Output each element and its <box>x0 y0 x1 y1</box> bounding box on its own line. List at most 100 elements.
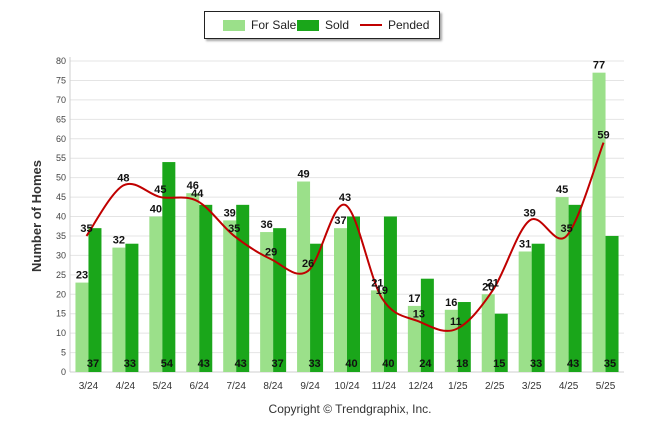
bar-sold <box>125 243 139 372</box>
label-sold: 24 <box>419 358 432 370</box>
bar-for-sale <box>592 72 606 372</box>
label-for-sale: 77 <box>593 60 605 72</box>
x-tick-label: 3/25 <box>522 381 542 392</box>
label-sold: 43 <box>567 358 579 370</box>
bar-sold <box>457 302 471 372</box>
label-sold: 33 <box>124 358 136 370</box>
y-tick-label: 20 <box>56 289 66 299</box>
label-for-sale: 37 <box>334 215 346 227</box>
bar-for-sale <box>407 305 421 372</box>
label-for-sale: 36 <box>261 219 273 231</box>
y-tick-label: 0 <box>61 367 66 377</box>
bar-sold <box>199 204 213 372</box>
line-layer <box>85 142 605 332</box>
y-tick-label: 40 <box>56 212 66 222</box>
y-tick-label: 25 <box>56 270 66 280</box>
bar-for-sale <box>112 247 126 372</box>
y-tick-label: 80 <box>56 56 66 66</box>
bar-for-sale <box>186 193 200 372</box>
label-sold: 33 <box>308 358 320 370</box>
label-sold: 37 <box>272 358 284 370</box>
bar-sold <box>310 243 324 372</box>
label-pended: 35 <box>80 223 92 235</box>
y-tick-label: 30 <box>56 250 66 260</box>
label-pended: 26 <box>302 258 314 270</box>
bar-for-sale <box>223 220 237 372</box>
y-tick-label: 55 <box>56 153 66 163</box>
x-tick-label: 10/24 <box>334 381 359 392</box>
label-sold: 33 <box>530 358 542 370</box>
x-tick-label: 5/24 <box>153 381 173 392</box>
label-pended: 44 <box>191 188 204 200</box>
bar-for-sale <box>444 309 458 372</box>
label-for-sale: 21 <box>371 277 383 289</box>
label-sold: 43 <box>235 358 247 370</box>
legend-item-for-sale: For Sale <box>223 12 296 38</box>
x-tick-label: 2/25 <box>485 381 505 392</box>
bar-for-sale <box>334 228 347 372</box>
label-for-sale: 17 <box>408 293 420 305</box>
label-sold: 40 <box>382 358 394 370</box>
label-pended: 48 <box>117 172 129 184</box>
x-tick-label: 4/25 <box>559 381 579 392</box>
y-tick-label: 75 <box>56 75 66 85</box>
label-for-sale: 45 <box>556 184 568 196</box>
bar-sold <box>568 204 582 372</box>
pended-line <box>85 142 605 332</box>
label-pended: 35 <box>560 223 572 235</box>
x-tick-label: 6/24 <box>190 381 210 392</box>
bar-for-sale <box>518 251 532 372</box>
label-for-sale: 40 <box>150 204 162 216</box>
label-pended: 39 <box>524 207 536 219</box>
x-tick-label: 1/25 <box>448 381 468 392</box>
label-pended: 21 <box>487 277 499 289</box>
y-tick-label: 10 <box>56 328 66 338</box>
label-for-sale: 49 <box>297 169 309 181</box>
legend: For Sale Sold Pended <box>204 11 440 39</box>
legend-item-pended: Pended <box>360 12 429 38</box>
label-sold: 18 <box>456 358 468 370</box>
label-pended: 35 <box>228 223 240 235</box>
y-tick-label: 35 <box>56 231 66 241</box>
label-for-sale: 39 <box>224 207 236 219</box>
label-for-sale: 23 <box>76 270 88 282</box>
label-for-sale: 32 <box>113 235 125 247</box>
label-sold: 40 <box>345 358 357 370</box>
x-tick-label: 9/24 <box>300 381 320 392</box>
bar-sold <box>494 313 508 372</box>
y-tick-label: 45 <box>56 192 66 202</box>
bar-sold <box>347 216 360 372</box>
bar-sold <box>605 235 619 372</box>
y-tick-label: 60 <box>56 134 66 144</box>
label-for-sale: 16 <box>445 297 457 309</box>
legend-label-pended: Pended <box>388 18 430 32</box>
bar-sold <box>273 228 287 372</box>
x-tick-label: 3/24 <box>79 381 99 392</box>
label-pended: 29 <box>265 246 277 258</box>
y-tick-label: 70 <box>56 95 66 105</box>
legend-item-sold: Sold <box>297 12 349 38</box>
bar-layer <box>75 72 619 372</box>
bar-for-sale <box>75 282 89 372</box>
label-for-sale: 20 <box>482 281 494 293</box>
legend-swatch-sold <box>297 19 319 31</box>
copyright-footer: Copyright © Trendgraphix, Inc. <box>269 402 432 416</box>
x-tick-label: 7/24 <box>226 381 246 392</box>
x-tick-label: 12/24 <box>408 381 433 392</box>
legend-swatch-pended <box>360 24 382 26</box>
x-tick-label: 4/24 <box>116 381 136 392</box>
label-pended: 43 <box>339 192 351 204</box>
x-tick-label: 8/24 <box>263 381 283 392</box>
label-pended: 13 <box>413 308 425 320</box>
y-tick-label: 5 <box>61 348 66 358</box>
label-sold: 37 <box>87 358 99 370</box>
bar-for-sale <box>370 290 384 372</box>
label-for-sale: 46 <box>187 180 199 192</box>
label-sold: 35 <box>604 358 616 370</box>
label-sold: 43 <box>198 358 210 370</box>
label-layer: 23 37 35 32 33 48 40 54 45 46 43 44 39 43 35 36 37 29 49 33… <box>76 60 616 370</box>
bar-for-sale <box>149 216 163 372</box>
legend-swatch-for-sale <box>223 19 245 31</box>
